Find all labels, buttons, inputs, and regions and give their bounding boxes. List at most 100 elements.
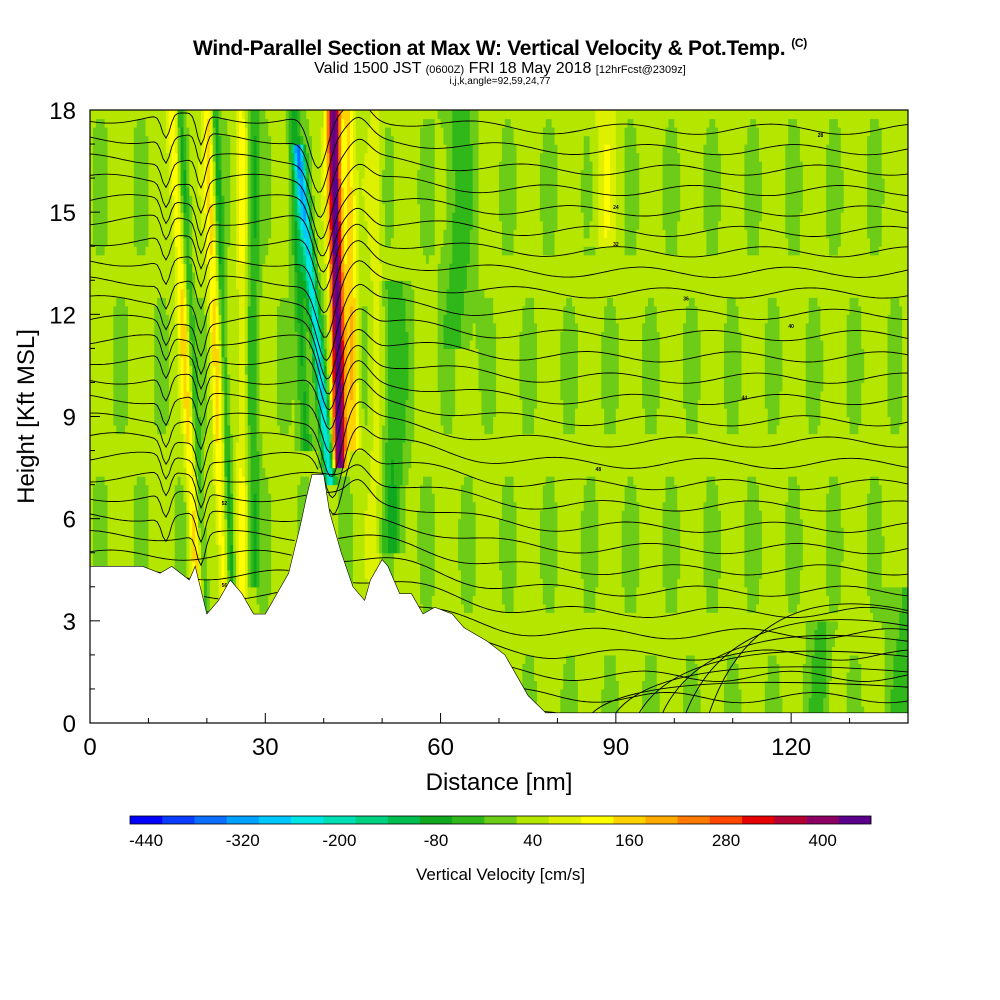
field-cell	[203, 382, 208, 392]
field-cell	[288, 127, 293, 137]
field-cell	[233, 535, 237, 545]
field-cell	[206, 390, 211, 401]
field-cell	[288, 263, 293, 273]
field-cell	[192, 339, 196, 349]
field-cell	[177, 195, 182, 205]
field-cell	[209, 569, 214, 579]
field-cell	[279, 535, 284, 545]
field-cell	[201, 229, 205, 239]
field-cell	[241, 382, 246, 392]
field-cell	[107, 161, 112, 171]
field-cell	[215, 331, 220, 341]
field-cell	[127, 348, 132, 358]
field-cell	[92, 127, 97, 137]
field-cell	[259, 246, 263, 256]
field-cell	[177, 237, 182, 247]
field-cell	[154, 246, 158, 256]
field-cell	[259, 203, 263, 213]
field-cell	[122, 161, 126, 171]
field-cell	[168, 527, 173, 537]
field-cell	[92, 382, 97, 392]
field-cell	[171, 382, 176, 392]
field-cell	[282, 382, 287, 392]
field-cell	[139, 263, 144, 273]
field-cell	[288, 484, 293, 494]
field-cell	[107, 544, 112, 554]
field-cell	[125, 373, 129, 384]
field-cell	[279, 203, 284, 213]
field-cell	[276, 578, 281, 588]
field-cell	[160, 135, 164, 145]
field-cell	[244, 501, 249, 511]
field-cell	[136, 527, 141, 537]
field-cell	[139, 203, 144, 213]
field-cell	[288, 288, 293, 298]
field-cell	[157, 518, 161, 528]
field-cell	[189, 314, 193, 324]
field-cell	[177, 501, 182, 511]
field-cell	[285, 229, 290, 239]
field-cell	[230, 186, 234, 196]
field-cell	[195, 169, 199, 179]
field-cell	[133, 373, 138, 384]
field-cell	[253, 407, 258, 418]
field-cell	[160, 501, 164, 511]
field-cell	[168, 433, 173, 443]
field-cell	[203, 535, 208, 545]
field-cell	[206, 195, 211, 205]
field-cell	[236, 288, 240, 298]
field-cell	[259, 271, 263, 281]
field-cell	[183, 263, 188, 273]
field-cell	[133, 484, 138, 494]
field-cell	[262, 373, 266, 384]
field-cell	[276, 288, 281, 298]
field-cell	[224, 195, 228, 205]
field-cell	[253, 305, 258, 315]
field-cell	[145, 442, 150, 452]
field-cell	[195, 110, 199, 120]
field-cell	[180, 476, 185, 486]
chart-title: Wind-Parallel Section at Max W: Vertical…	[0, 36, 1000, 61]
field-cell	[218, 399, 223, 409]
field-cell	[186, 118, 190, 128]
field-cell	[180, 459, 185, 469]
field-cell	[227, 144, 231, 154]
field-cell	[262, 603, 266, 613]
field-cell	[238, 493, 243, 503]
field-cell	[247, 348, 252, 358]
field-cell	[101, 416, 106, 426]
field-cell	[262, 288, 266, 298]
field-cell	[212, 365, 217, 375]
field-cell	[279, 195, 284, 205]
field-cell	[119, 416, 123, 426]
field-cell	[227, 433, 231, 443]
field-cell	[189, 425, 193, 435]
field-cell	[180, 501, 185, 511]
field-cell	[145, 161, 150, 171]
field-cell	[212, 433, 217, 443]
field-cell	[165, 322, 170, 332]
field-cell	[92, 561, 97, 571]
field-cell	[98, 203, 103, 213]
field-cell	[139, 544, 144, 554]
field-cell	[145, 552, 150, 562]
field-cell	[215, 501, 220, 511]
field-cell	[101, 237, 106, 247]
field-cell	[98, 510, 103, 520]
field-cell	[116, 305, 120, 315]
field-cell	[113, 178, 117, 188]
field-cell	[247, 254, 252, 264]
field-cell	[142, 442, 147, 452]
field-cell	[136, 356, 141, 367]
field-cell	[259, 578, 263, 588]
field-cell	[285, 527, 290, 537]
field-cell	[241, 280, 246, 290]
field-cell	[110, 493, 114, 503]
field-cell	[279, 467, 284, 477]
field-cell	[116, 229, 120, 239]
field-cell	[189, 373, 193, 384]
field-cell	[171, 118, 176, 128]
field-cell	[241, 212, 246, 222]
field-cell	[165, 203, 170, 213]
field-cell	[165, 288, 170, 298]
